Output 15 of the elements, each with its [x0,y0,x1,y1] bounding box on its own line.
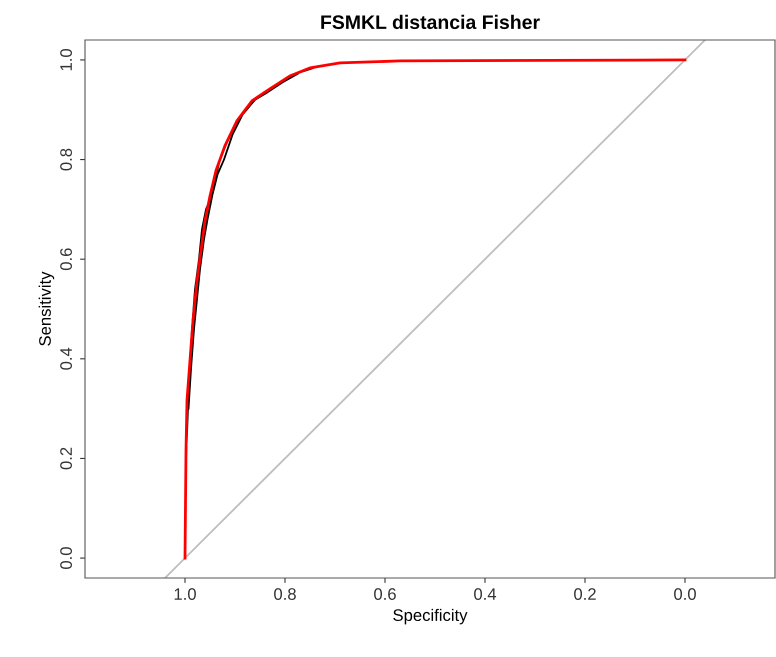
y-tick-label: 0.2 [60,448,72,470]
y-tick-label: 1.0 [60,48,72,70]
x-tick-label: 0.2 [574,588,596,600]
y-axis-title: Sensitivity [38,272,54,346]
x-tick-label: 1.0 [174,588,196,600]
y-tick-label: 0.4 [60,348,72,370]
y-tick-label: 0.6 [60,248,72,270]
x-tick-label: 0.4 [474,588,496,600]
x-axis-title: Specificity [393,608,468,624]
y-tick-label: 0.0 [60,547,72,570]
y-tick-label: 0.8 [60,148,72,170]
x-tick-label: 0.8 [274,588,296,600]
x-tick-label: 0.6 [374,588,396,600]
chart-title: FSMKL distancia Fisher [321,14,540,30]
x-tick-label: 0.0 [674,588,696,600]
